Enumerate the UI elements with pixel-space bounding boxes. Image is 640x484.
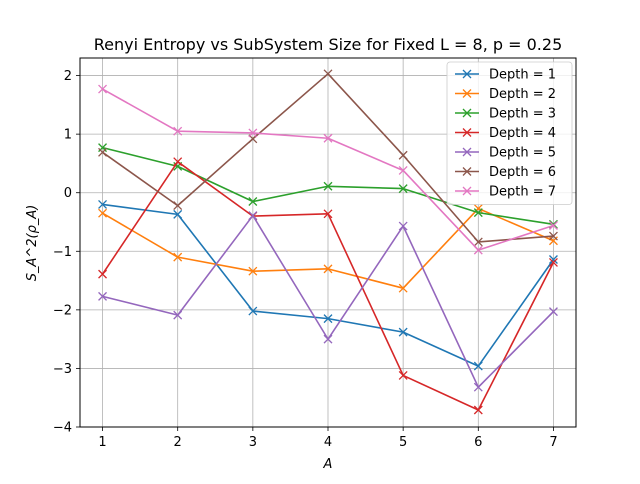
series-group — [98, 69, 558, 247]
data-point — [248, 128, 258, 138]
y-tick-label: 0 — [64, 186, 72, 201]
data-point — [473, 382, 483, 392]
data-point — [398, 370, 408, 380]
legend-marker — [462, 186, 472, 196]
data-point — [98, 291, 108, 301]
data-point — [398, 283, 408, 293]
legend-marker — [462, 128, 472, 137]
axis-layer: 1 2 3 4 5 6 7 −4 −3 −2 −1 0 1 2 — [53, 69, 558, 450]
data-point — [473, 405, 483, 415]
legend-entry: Depth = 5 — [455, 146, 556, 161]
data-point — [398, 221, 408, 231]
data-point — [173, 209, 183, 219]
data-point — [98, 269, 108, 279]
data-point — [323, 133, 333, 143]
series-group — [98, 199, 558, 371]
data-point — [323, 314, 333, 324]
y-tick-label: 2 — [64, 69, 72, 84]
data-point — [548, 221, 558, 230]
legend-entry: Depth = 4 — [455, 126, 556, 141]
legend-marker — [462, 108, 472, 118]
data-point — [473, 237, 483, 247]
legend-label: Depth = 5 — [489, 146, 556, 161]
x-tick-label: 1 — [98, 435, 106, 450]
data-point — [398, 327, 408, 337]
legend-marker — [462, 147, 472, 157]
legend-label: Depth = 6 — [489, 165, 556, 180]
data-point — [323, 209, 333, 219]
data-point — [323, 181, 333, 191]
series-group — [98, 211, 558, 392]
legend-entry: Depth = 1 — [455, 68, 556, 83]
legend-marker — [462, 89, 472, 98]
data-point — [548, 231, 558, 241]
x-tick-label: 2 — [174, 435, 182, 450]
x-tick-label: 6 — [474, 435, 482, 450]
data-point — [248, 306, 258, 316]
data-point — [98, 199, 108, 209]
y-tick-label: 1 — [64, 128, 72, 143]
y-tick-label: −2 — [53, 303, 72, 318]
legend-label: Depth = 4 — [489, 126, 556, 141]
y-tick-label: −3 — [53, 362, 72, 377]
y-tick-label: −4 — [53, 421, 72, 436]
data-point — [473, 208, 483, 218]
x-axis-label: A — [323, 457, 333, 472]
data-point — [473, 361, 483, 371]
data-point — [473, 245, 483, 255]
legend-entry: Depth = 7 — [455, 185, 556, 200]
x-tick-label: 7 — [549, 435, 557, 450]
data-point — [248, 266, 258, 276]
chart-title: Renyi Entropy vs SubSystem Size for Fixe… — [94, 35, 563, 54]
legend-label: Depth = 7 — [489, 185, 556, 200]
legend-entry: Depth = 2 — [455, 87, 556, 102]
data-point — [398, 165, 408, 175]
y-tick-label: −1 — [53, 245, 72, 260]
data-point — [173, 157, 183, 167]
legend-marker — [462, 69, 472, 79]
data-point — [248, 197, 258, 206]
legend-marker — [462, 167, 472, 176]
data-point — [173, 126, 183, 136]
data-point — [98, 208, 108, 218]
legend-label: Depth = 3 — [489, 107, 556, 122]
legend-entry: Depth = 3 — [455, 107, 556, 122]
series-layer — [98, 69, 558, 415]
data-point — [248, 211, 258, 221]
data-point — [173, 310, 183, 320]
legend-label: Depth = 2 — [489, 87, 556, 102]
data-point — [173, 201, 183, 211]
legend-entry: Depth = 6 — [455, 165, 556, 180]
data-point — [323, 264, 333, 274]
x-tick-label: 3 — [249, 435, 257, 450]
data-point — [98, 84, 108, 94]
data-point — [173, 252, 183, 262]
data-point — [548, 257, 558, 267]
legend-label: Depth = 1 — [489, 68, 556, 83]
legend: Depth = 1 Depth = 2 Depth = 3 Depth = 4 Dept… — [446, 61, 573, 205]
data-point — [548, 255, 558, 264]
data-point — [398, 184, 408, 194]
legend-box — [446, 61, 573, 205]
data-point — [323, 334, 333, 344]
y-axis-label: S_A^2(ρ_A) — [25, 205, 40, 282]
x-tick-label: 4 — [324, 435, 332, 450]
data-point — [323, 69, 333, 79]
data-point — [398, 150, 408, 160]
data-point — [548, 307, 558, 317]
data-point — [98, 147, 108, 157]
x-tick-label: 5 — [399, 435, 407, 450]
series-group — [98, 84, 558, 255]
